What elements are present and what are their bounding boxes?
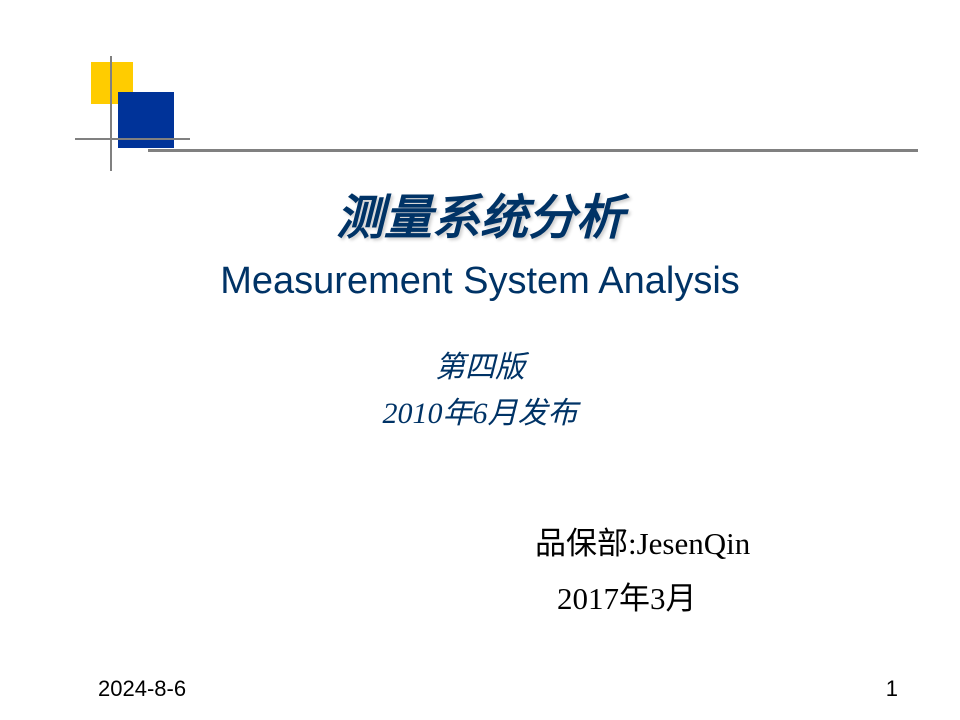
author-label: 品保部:JesenQin: [535, 518, 750, 563]
horizontal-line-icon: [75, 138, 190, 140]
accent-line-icon: [148, 149, 918, 152]
title-chinese: 测量系统分析: [0, 178, 960, 248]
footer-date: 2024-8-6: [98, 676, 186, 702]
page-number: 1: [886, 676, 898, 702]
vertical-line-icon: [110, 56, 112, 171]
author-date: 2017年3月: [557, 573, 697, 618]
publish-date: 2010年6月发布: [0, 388, 960, 432]
logo-graphic: [75, 56, 190, 171]
title-english: Measurement System Analysis: [0, 260, 960, 303]
edition-label: 第四版: [0, 342, 960, 386]
